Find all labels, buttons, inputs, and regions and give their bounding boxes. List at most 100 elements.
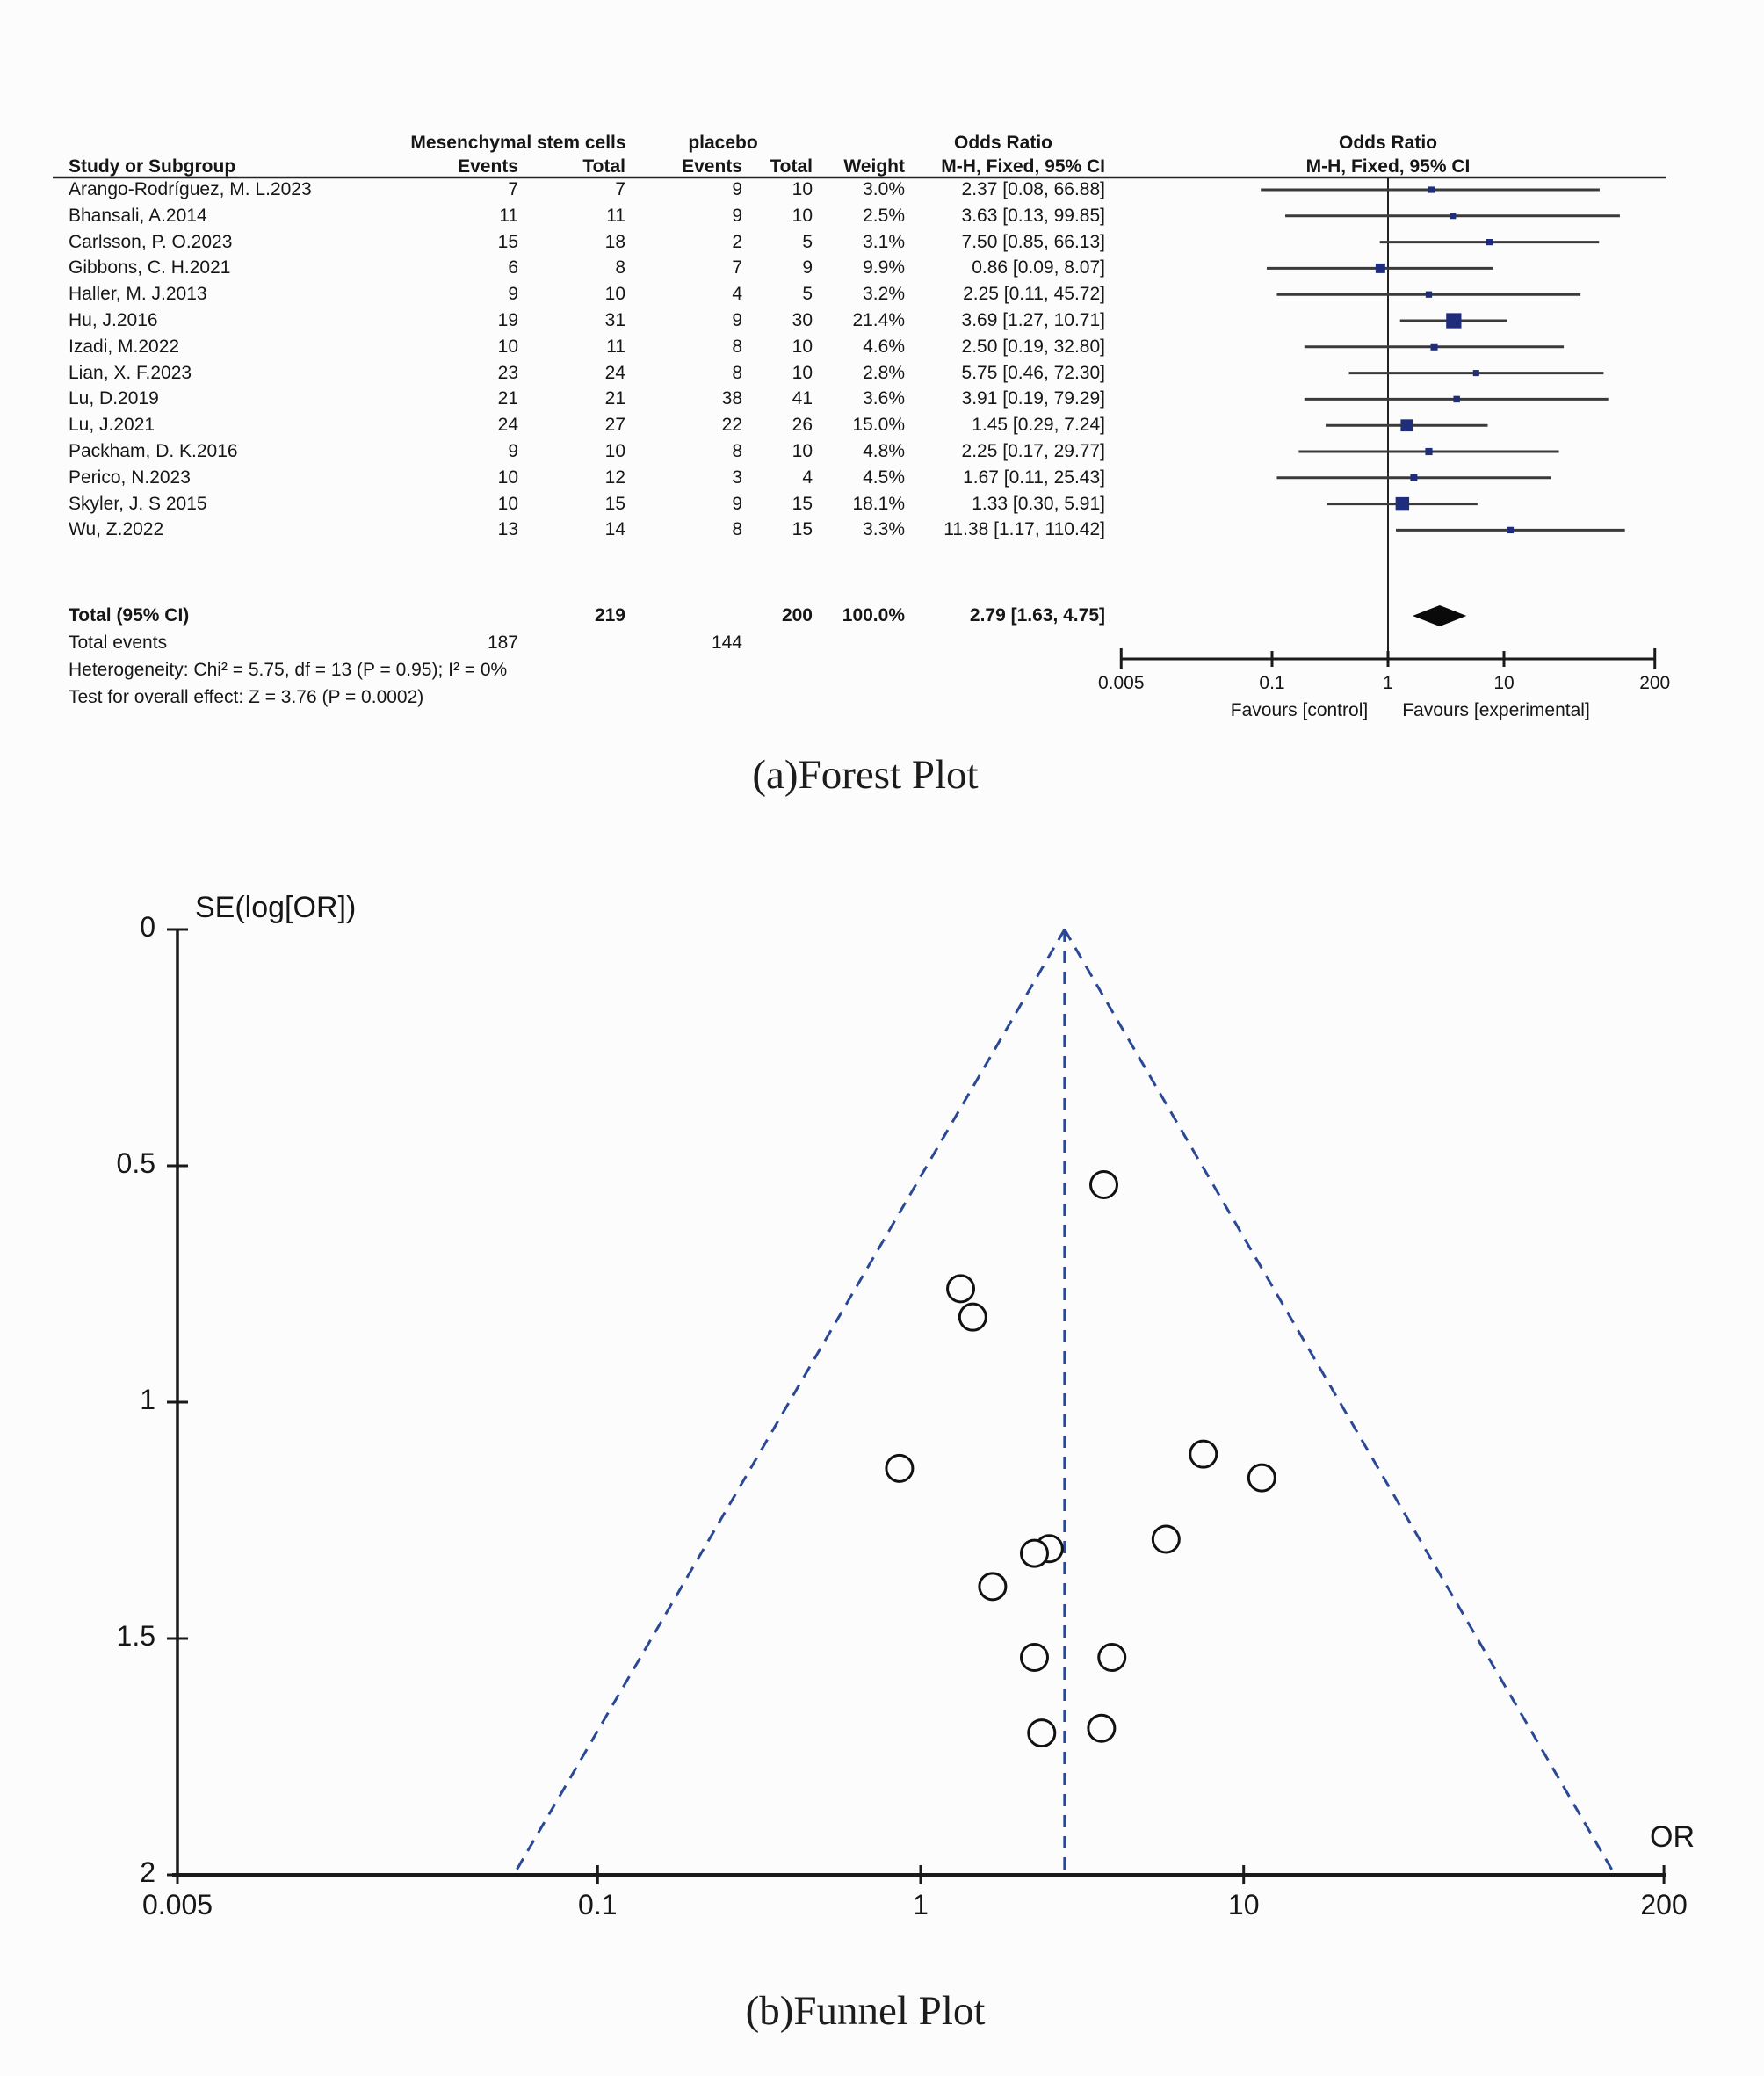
weight-cell: 3.1% [863, 231, 905, 252]
events-ctl-cell: 7 [732, 257, 742, 278]
forest-header-odds-ratio-plot: Odds Ratio [1338, 133, 1437, 153]
ci-text-cell: 3.69 [1.27, 10.71] [961, 310, 1105, 330]
events-exp-cell: 15 [497, 231, 518, 252]
weight-cell: 4.8% [863, 441, 905, 461]
total-exp-cell: 10 [604, 441, 625, 461]
forest-col-ci-text: M-H, Fixed, 95% CI [941, 156, 1105, 177]
total-ctl-cell: 15 [792, 493, 813, 514]
events-ctl-cell: 38 [721, 388, 742, 409]
total-ctl-cell: 5 [802, 284, 813, 305]
funnel-y-tick-label: 0 [140, 911, 155, 943]
pooled-diamond [1413, 605, 1467, 626]
ci-text-cell: 1.67 [0.11, 25.43] [963, 467, 1105, 488]
forest-header-odds-ratio-text: Odds Ratio [953, 133, 1052, 153]
effect-square [1450, 213, 1457, 220]
funnel-y-tick-label: 0.5 [116, 1147, 155, 1179]
overall-effect-test: Test for overall effect: Z = 3.76 (P = 0… [69, 687, 424, 707]
total-exp-cell: 11 [606, 336, 625, 357]
total-ctl-cell: 15 [792, 519, 813, 540]
events-exp-cell: 10 [497, 467, 518, 488]
effect-square [1507, 526, 1515, 534]
total-ctl-cell: 10 [792, 336, 813, 357]
events-ctl-cell: 8 [732, 441, 742, 461]
effect-square [1472, 370, 1479, 377]
total-exp-cell: 21 [604, 388, 625, 409]
study-point [1097, 1643, 1127, 1673]
ci-text-cell: 2.79 [1.63, 4.75] [969, 605, 1105, 626]
study-point [1151, 1524, 1181, 1554]
study-name: Perico, N.2023 [69, 467, 191, 488]
ci-text-cell: 11.38 [1.17, 110.42] [943, 519, 1105, 540]
funnel-xlabel: OR [1650, 1820, 1695, 1854]
weight-cell: 100.0% [842, 605, 905, 626]
effect-square [1425, 291, 1433, 298]
total-ctl-cell: 26 [792, 415, 813, 436]
funnel-y-tick-label: 1.5 [116, 1620, 155, 1652]
effect-square [1400, 419, 1413, 432]
funnel-x-tick-label: 0.1 [578, 1889, 618, 1920]
heterogeneity-stats: Heterogeneity: Chi² = 5.75, df = 13 (P =… [69, 660, 508, 680]
weight-cell: 3.2% [863, 284, 905, 305]
total-exp-cell: 15 [604, 493, 625, 514]
study-point [978, 1572, 1008, 1602]
events-ctl-cell: 8 [732, 362, 742, 383]
events-ctl-cell: 4 [732, 284, 742, 305]
total-ctl-cell: 10 [792, 362, 813, 383]
events-exp-cell: 24 [497, 415, 518, 436]
weight-cell: 9.9% [863, 257, 905, 278]
study-point [1088, 1170, 1118, 1200]
effect-square [1486, 238, 1493, 246]
study-name: Haller, M. J.2013 [69, 284, 207, 305]
total-exp-cell: 27 [604, 415, 625, 436]
study-name: Izadi, M.2022 [69, 336, 180, 357]
caption-forest-plot: (a)Forest Plot [752, 752, 979, 798]
total-ctl-cell: 10 [792, 179, 813, 199]
weight-cell: 3.6% [863, 388, 905, 409]
study-name: Lian, X. F.2023 [69, 362, 192, 383]
funnel-left-bound [512, 929, 1066, 1876]
weight-cell: 3.0% [863, 179, 905, 199]
events-exp-cell: 13 [497, 519, 518, 540]
weight-cell: 2.8% [863, 362, 905, 383]
study-name: Hu, J.2016 [69, 310, 158, 330]
study-name: Lu, J.2021 [69, 415, 155, 436]
study-name: Gibbons, C. H.2021 [69, 257, 231, 278]
study-point [1247, 1463, 1276, 1493]
weight-cell: 15.0% [852, 415, 905, 436]
funnel-x-tick-label: 0.005 [141, 1889, 213, 1920]
forest-axis-tick-label: 0.1 [1259, 673, 1285, 693]
weight-cell: 3.3% [863, 519, 905, 540]
funnel-x-tick-label: 200 [1640, 1889, 1688, 1920]
events-ctl-cell: 9 [732, 310, 742, 330]
study-point [958, 1302, 987, 1332]
effect-square [1453, 395, 1460, 403]
forest-header-experimental-group: Mesenchymal stem cells [410, 133, 626, 153]
ci-text-cell: 2.25 [0.11, 45.72] [963, 284, 1105, 305]
total-ctl-cell: 41 [792, 388, 813, 409]
events-exp-cell: 9 [508, 284, 518, 305]
total-ctl-cell: 30 [792, 310, 813, 330]
funnel-ylabel: SE(log[OR]) [195, 891, 357, 924]
events-ctl-cell: 22 [721, 415, 742, 436]
forest-col-events-exp: Events [458, 156, 518, 177]
study-name: Packham, D. K.2016 [69, 441, 238, 461]
effect-square [1395, 496, 1410, 511]
events-exp-cell: 23 [497, 362, 518, 383]
total-exp-cell: 10 [604, 284, 625, 305]
forest-col-total-exp: Total [582, 156, 625, 177]
forest-col-events-ctl: Events [682, 156, 742, 177]
effect-square [1430, 343, 1438, 351]
total-events-ctl: 144 [711, 633, 742, 653]
forest-col-ci-plot: M-H, Fixed, 95% CI [1305, 156, 1471, 177]
total-ctl-cell: 9 [802, 257, 813, 278]
weight-cell: 4.6% [863, 336, 905, 357]
ci-text-cell: 2.25 [0.17, 29.77] [961, 441, 1105, 461]
total-exp-cell: 7 [615, 179, 625, 199]
funnel-right-bound [1063, 929, 1616, 1876]
forest-axis-tick-label: 1 [1383, 673, 1393, 693]
ci-text-cell: 2.50 [0.19, 32.80] [961, 336, 1105, 357]
study-point [1019, 1643, 1049, 1673]
total-ctl-cell: 200 [781, 605, 813, 626]
study-name: Carlsson, P. O.2023 [69, 231, 233, 252]
